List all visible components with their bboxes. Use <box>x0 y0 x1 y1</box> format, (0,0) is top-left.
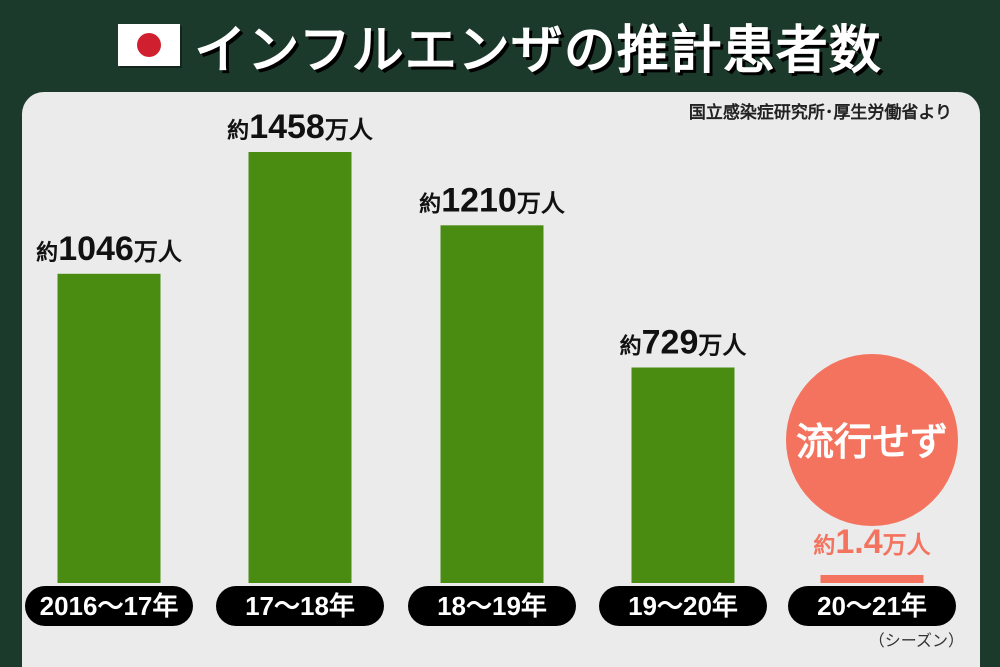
category-label: 2016～17年 <box>40 591 179 621</box>
source-credit: 国立感染症研究所･厚生労働省より <box>688 103 952 123</box>
annotation-text: 流行せず <box>796 420 948 464</box>
bar <box>57 273 161 583</box>
value-label: 約1.4万人 <box>813 523 930 561</box>
bar <box>440 225 544 583</box>
category-pill <box>216 586 384 626</box>
category-label: 20～21年 <box>817 591 927 621</box>
category-pill <box>25 586 193 626</box>
category-label: 19～20年 <box>628 591 738 621</box>
value-label: 約1458万人 <box>227 108 373 146</box>
bar <box>820 575 924 583</box>
title-bar: インフルエンザの推計患者数 <box>0 0 1000 90</box>
flag-sun <box>137 33 162 57</box>
category-label: 17～18年 <box>245 591 355 621</box>
category-pill <box>788 586 956 626</box>
annotation-circle <box>786 354 958 526</box>
chart-title: インフルエンザの推計患者数 <box>194 20 882 81</box>
category-label: 18～19年 <box>437 591 547 621</box>
season-note: （シーズン） <box>868 631 964 650</box>
bar <box>631 367 735 583</box>
value-label: 約729万人 <box>620 324 747 362</box>
bar <box>248 152 352 583</box>
category-pill <box>408 586 576 626</box>
value-label: 約1210万人 <box>419 181 565 219</box>
japan-flag-icon <box>118 24 181 66</box>
category-pill <box>599 586 767 626</box>
value-label: 約1046万人 <box>36 230 182 268</box>
